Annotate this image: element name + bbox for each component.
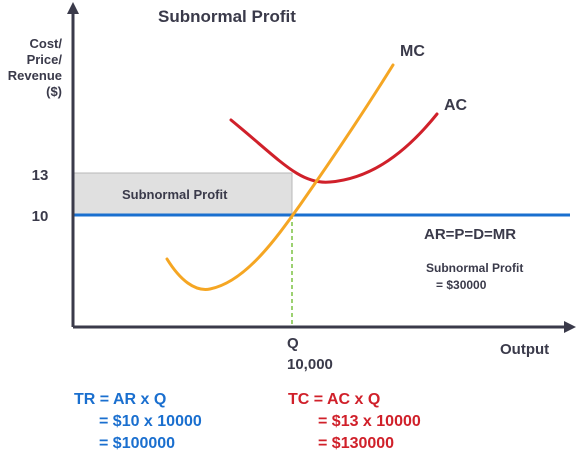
demand-curve-label: AR=P=D=MR bbox=[424, 226, 516, 243]
q-value: 10,000 bbox=[287, 356, 333, 373]
profit-note-line-1: Subnormal Profit bbox=[426, 261, 523, 275]
tr-formula-line-3: = $100000 bbox=[99, 435, 175, 452]
x-axis-arrow-icon bbox=[564, 321, 576, 333]
tr-formula-line-1: TR = AR x Q bbox=[74, 391, 166, 408]
mc-curve-label: MC bbox=[400, 43, 425, 60]
ac-curve-label: AC bbox=[444, 97, 468, 114]
y-axis-label-line-1: Cost/ bbox=[30, 36, 63, 51]
subnormal-profit-region bbox=[72, 172, 293, 216]
profit-note-line-2: = $30000 bbox=[436, 278, 487, 292]
y-tick-10: 10 bbox=[32, 208, 49, 225]
tc-formula-line-3: = $130000 bbox=[318, 435, 394, 452]
tr-formula-line-2: = $10 x 10000 bbox=[99, 413, 202, 430]
tc-formula-line-2: = $13 x 10000 bbox=[318, 413, 421, 430]
mc-curve bbox=[165, 63, 395, 291]
subnormal-profit-region-label: Subnormal Profit bbox=[122, 187, 228, 202]
diagram-title: Subnormal Profit bbox=[158, 7, 296, 26]
ac-curve bbox=[229, 112, 439, 184]
y-axis-arrow-icon bbox=[67, 2, 79, 14]
y-axis-label-line-3: Revenue bbox=[8, 68, 62, 83]
y-tick-13: 13 bbox=[32, 167, 49, 184]
x-axis-label: Output bbox=[500, 341, 549, 358]
q-label: Q bbox=[287, 335, 299, 352]
y-axis-label-line-4: ($) bbox=[46, 84, 62, 99]
tc-formula-line-1: TC = AC x Q bbox=[288, 391, 380, 408]
y-axis-label-line-2: Price/ bbox=[27, 52, 63, 67]
